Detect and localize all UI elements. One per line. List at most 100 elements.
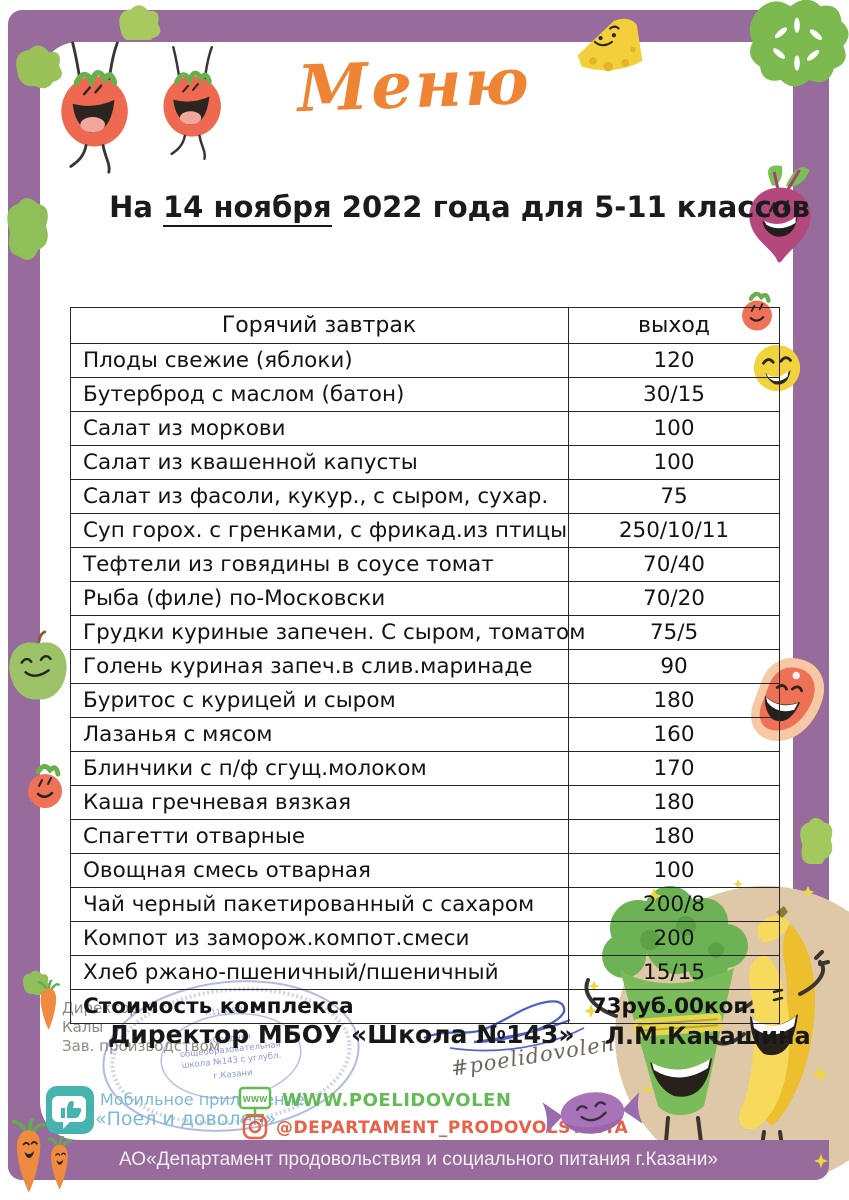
svg-text:WWW: WWW xyxy=(243,1095,269,1104)
table-row: Лазанья с мясом 160 xyxy=(70,717,780,752)
website-monitor-icon: WWW xyxy=(238,1086,272,1117)
dish-cell: Хлеб ржано-пшеничный/пшеничный xyxy=(70,955,569,990)
table-header-row: Горячий завтрак выход xyxy=(70,307,780,344)
beet-icon xyxy=(749,165,811,263)
total-label: Стоимость комплекса xyxy=(70,989,569,1024)
organization-name: АО«Департамент продовольствия и социальн… xyxy=(119,1149,718,1170)
portion-cell: 250/10/11 xyxy=(568,513,780,548)
carrot-icon xyxy=(37,980,60,1030)
portion-cell: 30/15 xyxy=(568,377,780,412)
column-header-portion: выход xyxy=(568,307,780,344)
portion-cell: 75/5 xyxy=(568,615,780,650)
portion-cell: 180 xyxy=(568,683,780,718)
table-row: Рыба (филе) по-Московски 70/20 xyxy=(70,581,780,616)
menu-date: 14 ноября xyxy=(163,190,332,227)
table-row: Плоды свежие (яблоки) 120 xyxy=(70,343,780,378)
sparkle-icon xyxy=(642,1084,653,1095)
portion-cell: 70/20 xyxy=(568,581,780,616)
dish-cell: Спагетти отварные xyxy=(70,819,569,854)
dish-cell: Суп горох. с гренками, с фрикад.из птицы xyxy=(70,513,569,548)
candy-icon xyxy=(542,1092,643,1134)
instagram-handle: @DEPARTAMENT_PRODOVOLSTVIYA xyxy=(276,1118,629,1138)
portion-cell: 100 xyxy=(568,445,780,480)
leaf-icon xyxy=(800,817,833,864)
table-row: Чай черный пакетированный с сахаром 200/… xyxy=(70,887,780,922)
leaf-icon xyxy=(23,970,50,996)
portion-cell: 160 xyxy=(568,717,780,752)
dish-cell: Чай черный пакетированный с сахаром xyxy=(70,887,569,922)
dish-cell: Буритос с курицей и сыром xyxy=(70,683,569,718)
portion-cell: 180 xyxy=(568,819,780,854)
table-row: Компот из заморож.компот.смеси 200 xyxy=(70,921,780,956)
table-row: Спагетти отварные 180 xyxy=(70,819,780,854)
menu-subtitle: На 14 ноября 2022 года для 5-11 классов xyxy=(70,190,849,227)
dish-cell: Овощная смесь отварная xyxy=(70,853,569,888)
dish-cell: Грудки куриные запечен. С сыром, томатом xyxy=(70,615,585,650)
menu-table-body: Горячий завтрак выход Плоды свежие (ябло… xyxy=(70,307,780,990)
portion-cell: 180 xyxy=(568,785,780,820)
dish-cell: Салат из моркови xyxy=(70,411,569,446)
faint-line: Зав. производством xyxy=(62,1037,221,1055)
app-label-line2: «Поел и доволен» xyxy=(95,1108,277,1130)
bottom-bar: АО«Департамент продовольствия и социальн… xyxy=(8,1140,829,1180)
leaf-icon xyxy=(119,5,161,40)
table-row: Тефтели из говядины в соусе томат 70/40 xyxy=(70,547,780,582)
table-row: Блинчики с п/ф сгущ.молоком 170 xyxy=(70,751,780,786)
dish-cell: Бутерброд с маслом (батон) xyxy=(70,377,569,412)
leaf-icon xyxy=(7,198,48,260)
portion-cell: 70/40 xyxy=(568,547,780,582)
column-header-dish: Горячий завтрак xyxy=(70,307,569,344)
table-row: Овощная смесь отварная 100 xyxy=(70,853,780,888)
table-row: Хлеб ржано-пшеничный/пшеничный 15/15 xyxy=(70,955,780,990)
table-row: Голень куриная запеч.в слив.маринаде 90 xyxy=(70,649,780,684)
hanging-tomato-icon xyxy=(61,41,128,174)
table-row: Буритос с курицей и сыром 180 xyxy=(70,683,780,718)
sparkle-icon xyxy=(814,1154,828,1168)
portion-cell: 100 xyxy=(568,411,780,446)
dish-cell: Лазанья с мясом xyxy=(70,717,569,752)
dish-cell: Блинчики с п/ф сгущ.молоком xyxy=(70,751,569,786)
portion-cell: 90 xyxy=(568,649,780,684)
website-url: WWW.POELIDOVOLEN xyxy=(282,1090,512,1111)
portion-cell: 200/8 xyxy=(568,887,780,922)
svg-text:«Средняя: «Средняя xyxy=(207,1032,251,1046)
cucumber-slice-icon xyxy=(749,0,849,87)
dish-cell: Салат из фасоли, кукур., с сыром, сухар. xyxy=(70,479,569,514)
portion-cell: 100 xyxy=(568,853,780,888)
table-row: Каша гречневая вязкая 180 xyxy=(70,785,780,820)
portion-cell: 200 xyxy=(568,921,780,956)
table-row: Салат из моркови 100 xyxy=(70,411,780,446)
cheese-icon xyxy=(577,18,643,72)
director-label: Директор МБОУ «Школа №143» xyxy=(108,1020,575,1049)
total-row: Стоимость комплекса 73руб.00коп. xyxy=(70,989,780,1024)
table-row: Бутерброд с маслом (батон) 30/15 xyxy=(70,377,780,412)
table-row: Суп горох. с гренками, с фрикад.из птицы… xyxy=(70,513,780,548)
table-row: Грудки куриные запечен. С сыром, томатом… xyxy=(70,615,780,650)
dish-cell: Компот из заморож.компот.смеси xyxy=(70,921,569,956)
portion-cell: 15/15 xyxy=(568,955,780,990)
dish-cell: Салат из квашенной капусты xyxy=(70,445,569,480)
director-name: Л.М.Канашина xyxy=(605,1022,811,1050)
app-icon xyxy=(46,1086,94,1134)
svg-text:г.Казани: г.Казани xyxy=(213,1068,253,1082)
carrot-icon xyxy=(47,1136,72,1190)
tomato-smiley-icon xyxy=(28,764,62,808)
carrot-icon xyxy=(12,1118,46,1193)
hanging-tomato-icon xyxy=(163,46,221,160)
instagram-icon xyxy=(242,1114,268,1140)
dish-cell: Голень куриная запеч.в слив.маринаде xyxy=(70,649,569,684)
dish-cell: Рыба (филе) по-Московски xyxy=(70,581,569,616)
portion-cell: 170 xyxy=(568,751,780,786)
portion-cell: 75 xyxy=(568,479,780,514)
leaf-icon xyxy=(16,45,62,89)
table-row: Салат из фасоли, кукур., с сыром, сухар.… xyxy=(70,479,780,514)
total-price: 73руб.00коп. xyxy=(568,989,780,1024)
dish-cell: Каша гречневая вязкая xyxy=(70,785,569,820)
table-row: Салат из квашенной капусты 100 xyxy=(70,445,780,480)
menu-table: Горячий завтрак выход Плоды свежие (ябло… xyxy=(70,307,780,1024)
portion-cell: 120 xyxy=(568,343,780,378)
dish-cell: Плоды свежие (яблоки) xyxy=(70,343,569,378)
apple-icon xyxy=(9,630,67,700)
dish-cell: Тефтели из говядины в соусе томат xyxy=(70,547,569,582)
